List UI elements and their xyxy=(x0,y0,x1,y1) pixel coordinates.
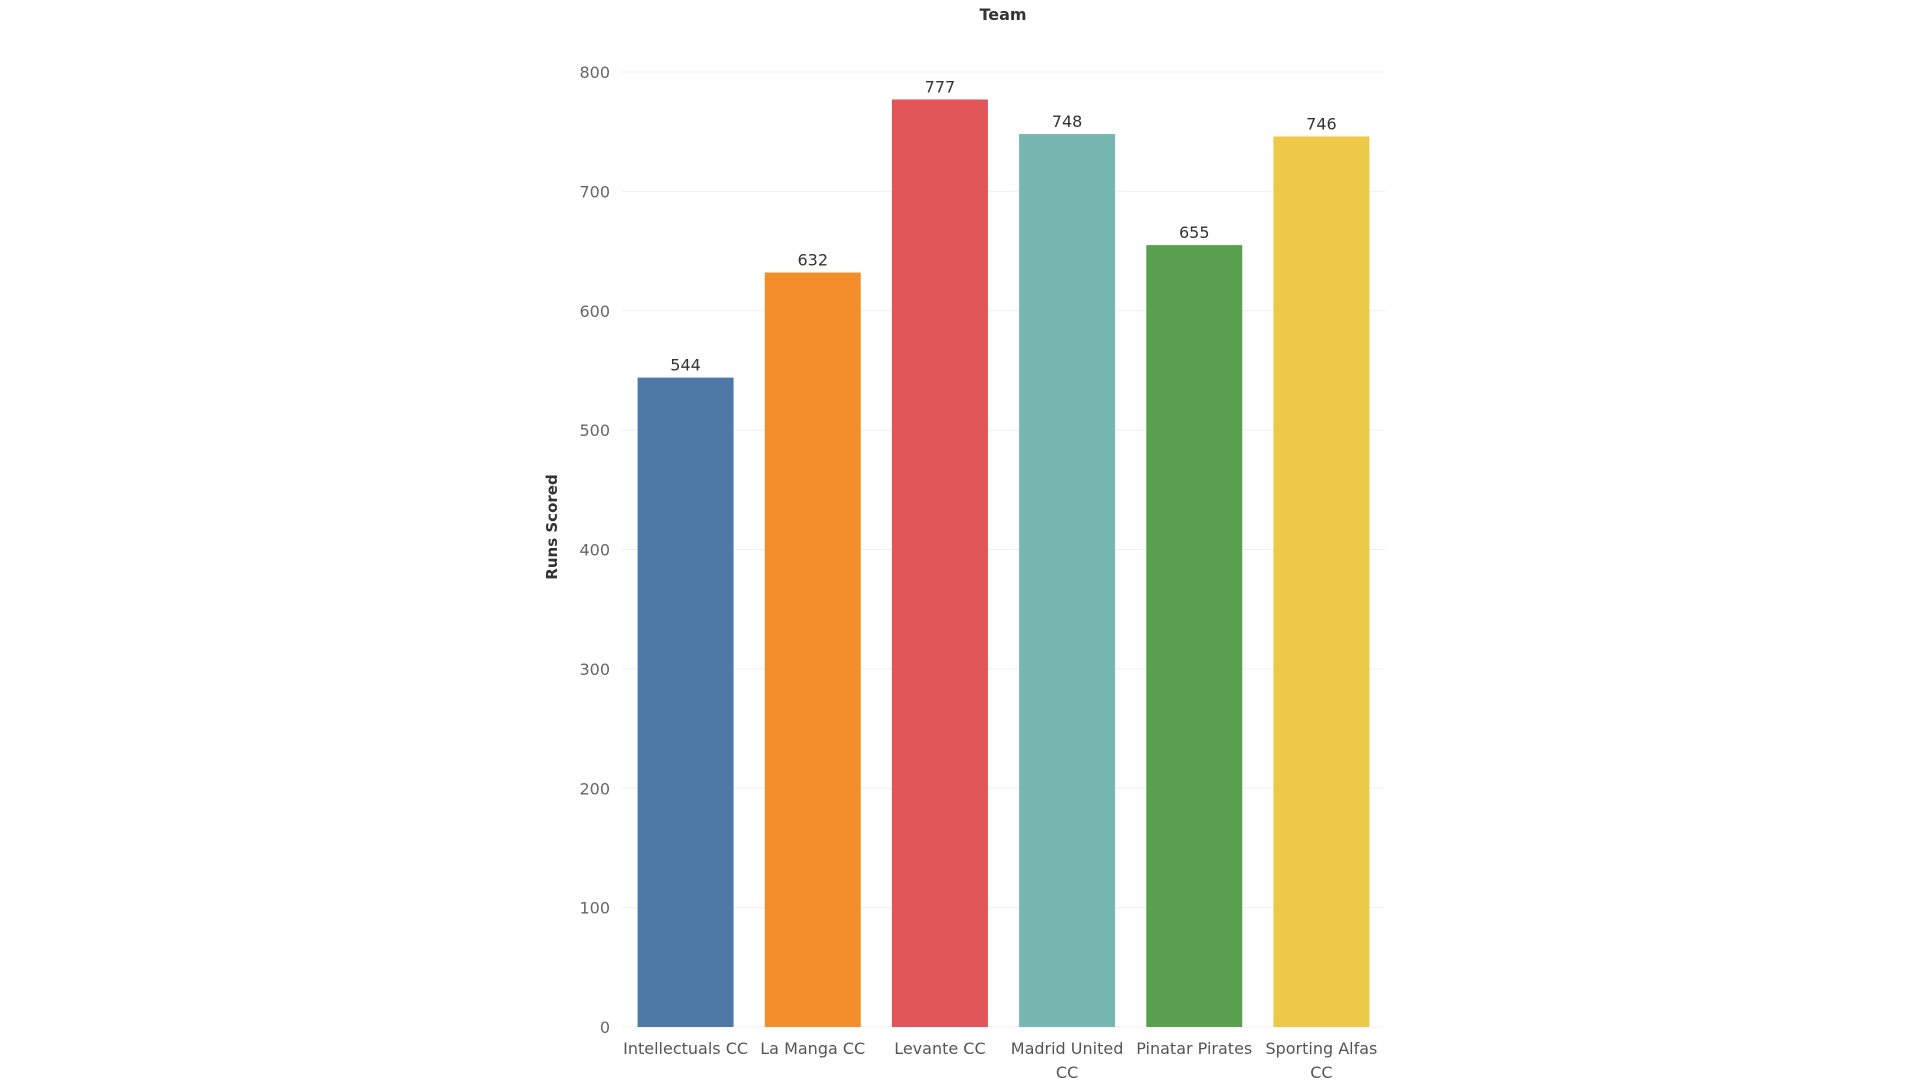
y-tick-label: 400 xyxy=(579,541,610,560)
y-tick-label: 500 xyxy=(579,421,610,440)
y-axis-title: Runs Scored xyxy=(543,474,561,579)
bar xyxy=(764,272,861,1027)
x-category-label-line: La Manga CC xyxy=(760,1039,865,1058)
bar-value-label: 655 xyxy=(1179,223,1210,242)
bar-value-label: 777 xyxy=(925,77,956,96)
x-category-label: Pinatar Pirates xyxy=(1136,1039,1252,1058)
x-category-label: Intellectuals CC xyxy=(623,1039,748,1058)
y-tick-label: 600 xyxy=(579,302,610,321)
y-tick-label: 700 xyxy=(579,182,610,201)
y-tick-label: 0 xyxy=(600,1018,610,1037)
x-category-label-line: CC xyxy=(1056,1063,1078,1080)
bar-value-label: 746 xyxy=(1306,114,1337,133)
x-category-label-line: Pinatar Pirates xyxy=(1136,1039,1252,1058)
y-tick-label: 100 xyxy=(579,899,610,918)
bar xyxy=(637,377,734,1028)
bar xyxy=(1019,134,1116,1027)
x-category-label-line: Sporting Alfas xyxy=(1265,1039,1377,1058)
x-category-label: Madrid United CC xyxy=(1011,1039,1124,1080)
bar xyxy=(1273,136,1370,1027)
x-axis-categories: Intellectuals CC La Manga CC Levante CC Mad… xyxy=(623,1039,1377,1080)
x-category-label-line: Intellectuals CC xyxy=(623,1039,748,1058)
data-labels: 544 632 777 748 655 746 xyxy=(670,77,1336,374)
x-category-label-line: CC xyxy=(1310,1063,1332,1080)
gridlines xyxy=(622,71,1385,1028)
x-category-label-line: Levante CC xyxy=(894,1039,985,1058)
chart-title: Team xyxy=(979,5,1026,24)
y-tick-label: 800 xyxy=(579,63,610,82)
x-category-label: Levante CC xyxy=(894,1039,985,1058)
bar xyxy=(891,99,988,1028)
y-tick-label: 300 xyxy=(579,660,610,679)
y-axis-ticks: 0 100 200 300 400 500 600 700 800 xyxy=(579,63,610,1037)
y-tick-label: 200 xyxy=(579,779,610,798)
x-category-label-line: Madrid United xyxy=(1011,1039,1124,1058)
x-category-label: Sporting Alfas CC xyxy=(1265,1039,1377,1080)
bar-value-label: 544 xyxy=(670,356,701,375)
bars xyxy=(637,99,1370,1028)
bar xyxy=(1146,245,1243,1027)
x-category-label: La Manga CC xyxy=(760,1039,865,1058)
bar-value-label: 748 xyxy=(1052,112,1083,131)
bar-value-label: 632 xyxy=(797,251,828,270)
